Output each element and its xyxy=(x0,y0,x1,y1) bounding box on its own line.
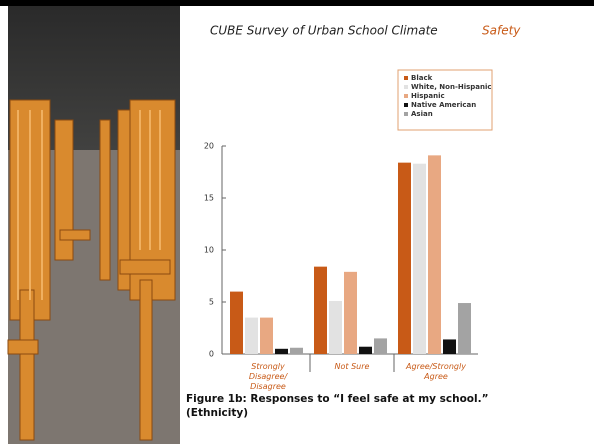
legend-label: Hispanic xyxy=(411,92,445,100)
legend-swatch xyxy=(404,112,408,116)
bar xyxy=(413,163,426,354)
bar xyxy=(329,300,342,354)
bar xyxy=(245,317,258,354)
caption: Figure 1b: Responses to “I feel safe at … xyxy=(186,393,489,405)
legend-label: Native American xyxy=(411,101,476,109)
bar xyxy=(344,271,357,354)
y-tick-label: 15 xyxy=(204,194,214,203)
bar xyxy=(428,155,441,354)
bar xyxy=(374,338,387,354)
header-title: CUBE Survey of Urban School Climate xyxy=(210,24,438,38)
legend-swatch xyxy=(404,76,408,80)
bar xyxy=(230,291,243,354)
bar xyxy=(359,346,372,354)
bar xyxy=(275,348,288,354)
photo xyxy=(7,6,180,444)
bar xyxy=(260,317,273,354)
y-tick-label: 20 xyxy=(204,142,214,151)
x-tick-label: Agree/Strongly Agree xyxy=(406,362,466,381)
bar xyxy=(443,339,456,354)
y-tick-label: 5 xyxy=(209,298,214,307)
top-bar xyxy=(0,0,594,6)
y-tick-label: 10 xyxy=(204,246,214,255)
x-tick-label: Not Sure xyxy=(334,362,370,371)
bar xyxy=(458,303,471,354)
legend-label: White, Non-Hispanic xyxy=(411,83,492,91)
bar xyxy=(314,266,327,354)
legend-label: Asian xyxy=(411,110,433,118)
legend-swatch xyxy=(404,85,408,89)
bar xyxy=(290,347,303,354)
header-section: Safety xyxy=(482,24,521,38)
y-tick-label: 0 xyxy=(209,350,214,359)
legend-swatch xyxy=(404,103,408,107)
bar xyxy=(398,162,411,354)
legend xyxy=(397,69,493,131)
legend-swatch xyxy=(404,94,408,98)
caption: (Ethnicity) xyxy=(186,407,248,419)
legend-label: Black xyxy=(411,74,433,82)
x-tick-label: Strongly Disagree/ Disagree xyxy=(248,362,288,391)
